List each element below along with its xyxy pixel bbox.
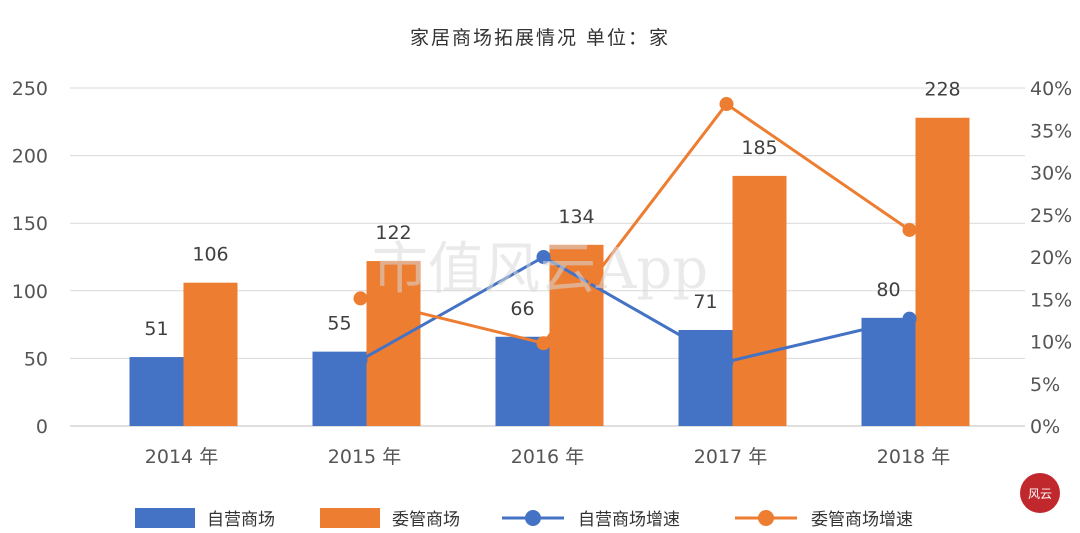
bar bbox=[183, 282, 238, 426]
category-label: 2016 年 bbox=[511, 446, 584, 468]
bar-value-label: 185 bbox=[741, 137, 777, 159]
series-point bbox=[902, 311, 917, 326]
x-axis: 2014 年 2015 年 2016 年 2017 年 2018 年 bbox=[145, 446, 950, 468]
series-point bbox=[353, 353, 368, 368]
left-tick-label: 150 bbox=[12, 213, 48, 235]
bar bbox=[678, 330, 733, 426]
legend-swatch bbox=[320, 508, 380, 528]
right-tick-label: 35% bbox=[1030, 120, 1072, 142]
bar bbox=[732, 175, 787, 426]
data-labels: 51 55 66 71 80 106 122 134 185 228 bbox=[144, 79, 960, 340]
right-tick-label: 30% bbox=[1030, 163, 1072, 185]
series-line bbox=[360, 102, 911, 345]
logo-text: 风云 bbox=[1028, 487, 1052, 501]
watermark: 市值风云App bbox=[372, 237, 708, 302]
series-point bbox=[902, 222, 917, 237]
series-line bbox=[359, 255, 910, 364]
legend-swatch bbox=[135, 508, 195, 528]
legend-label: 自营商场 bbox=[207, 510, 275, 530]
bar bbox=[129, 357, 184, 426]
series-point bbox=[719, 354, 734, 369]
right-tick-label: 5% bbox=[1030, 374, 1060, 396]
series-point bbox=[536, 250, 551, 264]
bar-value-label: 66 bbox=[510, 298, 534, 320]
legend-marker bbox=[525, 510, 541, 526]
legend-label: 委管商场 bbox=[392, 510, 460, 530]
category-label: 2014 年 bbox=[145, 446, 218, 468]
right-tick-label: 0% bbox=[1030, 416, 1060, 438]
right-axis: 0% 5% 10% 15% 20% 25% 30% 35% 40% bbox=[1030, 78, 1072, 438]
bar-value-label: 71 bbox=[693, 291, 717, 313]
bar-value-label: 51 bbox=[144, 318, 168, 340]
bar bbox=[495, 336, 550, 426]
left-tick-label: 50 bbox=[24, 348, 48, 370]
category-label: 2015 年 bbox=[328, 446, 401, 468]
legend-label: 自营商场增速 bbox=[578, 510, 680, 530]
category-label: 2018 年 bbox=[877, 446, 950, 468]
bar bbox=[861, 317, 916, 426]
right-tick-label: 15% bbox=[1030, 289, 1072, 311]
left-tick-label: 100 bbox=[12, 281, 48, 303]
series-point bbox=[719, 97, 734, 112]
right-tick-label: 25% bbox=[1030, 205, 1072, 227]
legend: 自营商场 委管商场 自营商场增速 委管商场增速 bbox=[135, 508, 913, 530]
series-point bbox=[353, 291, 368, 306]
bar-value-label: 228 bbox=[924, 79, 960, 101]
growth-lines bbox=[353, 97, 917, 369]
bar-value-label: 80 bbox=[876, 279, 900, 301]
bar-value-label: 122 bbox=[375, 222, 411, 244]
bar-value-label: 134 bbox=[558, 206, 594, 228]
bar-value-label: 106 bbox=[192, 244, 228, 266]
right-tick-label: 20% bbox=[1030, 247, 1072, 269]
left-axis: 0 50 100 150 200 250 bbox=[12, 78, 48, 438]
chart-title: 家居商场拓展情况 单位：家 bbox=[410, 27, 670, 49]
left-tick-label: 200 bbox=[12, 146, 48, 168]
legend-label: 委管商场增速 bbox=[811, 510, 913, 530]
category-label: 2017 年 bbox=[694, 446, 767, 468]
left-tick-label: 0 bbox=[36, 416, 48, 438]
left-tick-label: 250 bbox=[12, 78, 48, 100]
right-tick-label: 40% bbox=[1030, 78, 1072, 100]
series-point bbox=[536, 336, 551, 351]
bar bbox=[915, 117, 970, 426]
right-tick-label: 10% bbox=[1030, 332, 1072, 354]
bar-value-label: 55 bbox=[327, 313, 351, 335]
logo-stamp: 风云 bbox=[1020, 473, 1060, 513]
legend-marker bbox=[758, 510, 774, 526]
bar bbox=[366, 261, 421, 426]
